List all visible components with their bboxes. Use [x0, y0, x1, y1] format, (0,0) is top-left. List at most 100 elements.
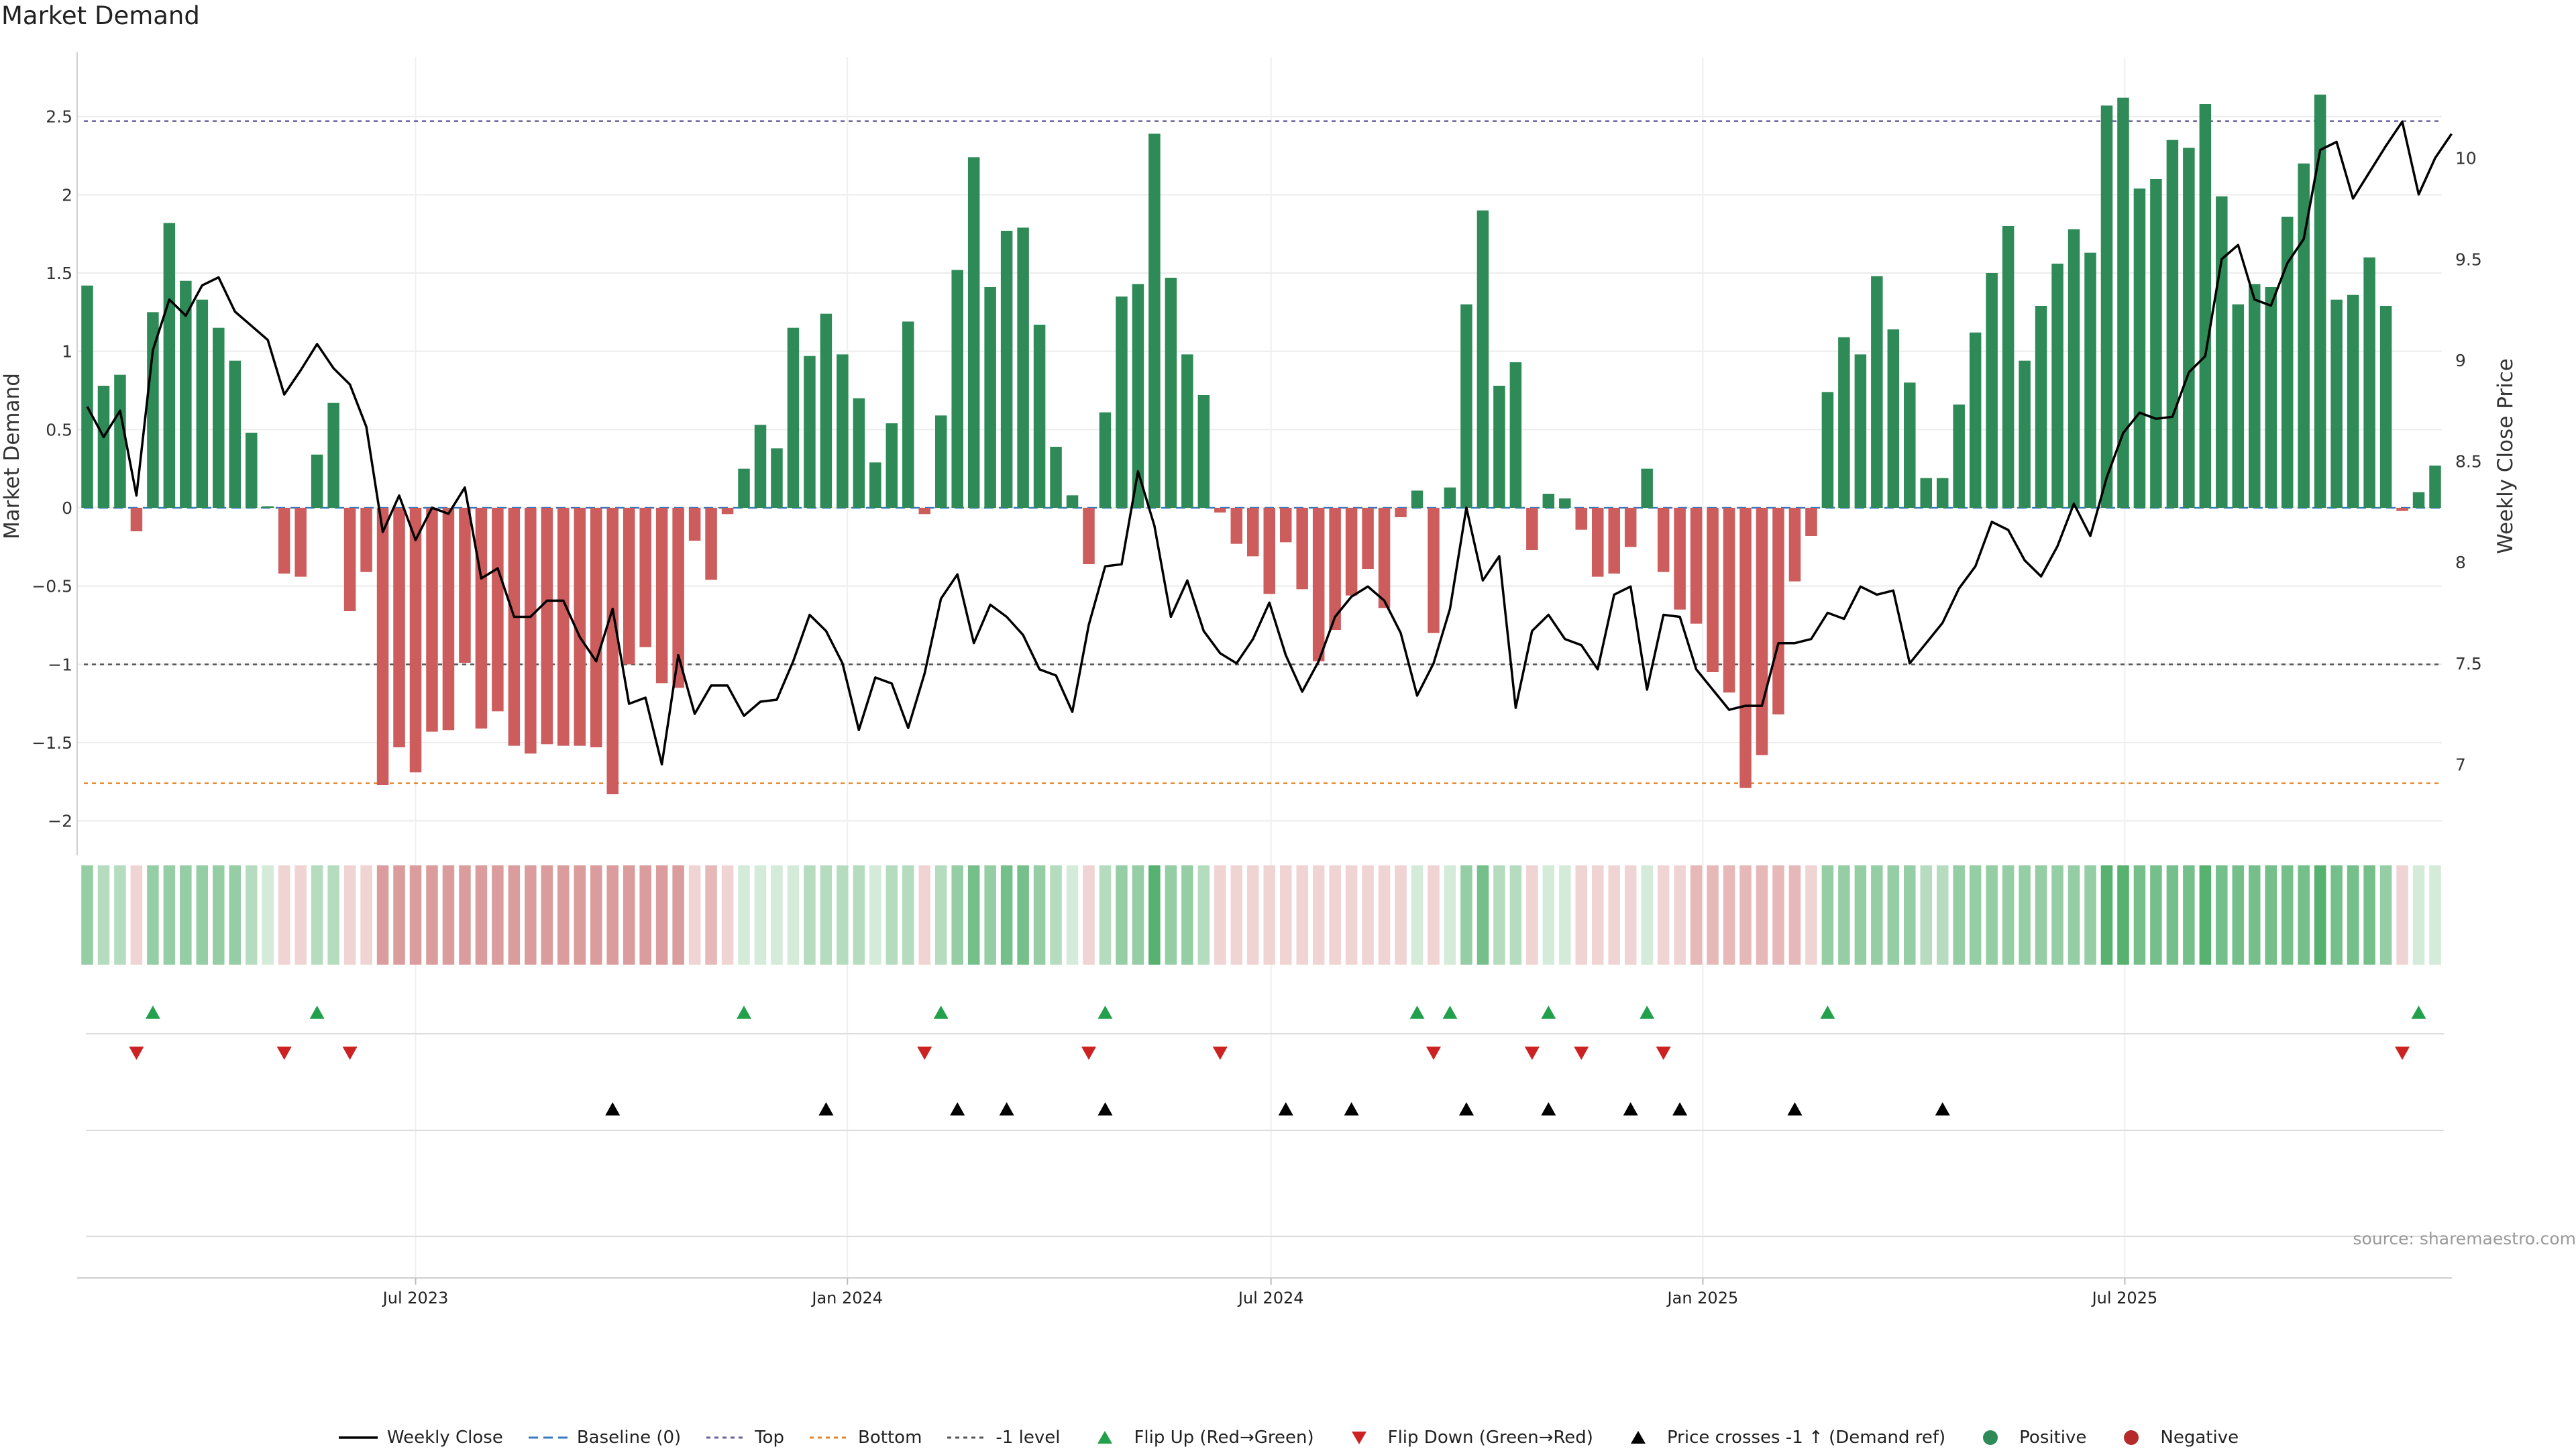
strip-cell: [2265, 865, 2277, 965]
strip-cell: [492, 865, 504, 965]
demand-bar: [2216, 196, 2228, 508]
flip-up-marker: [1442, 1006, 1458, 1019]
demand-bar: [2412, 492, 2425, 508]
strip-cell: [1148, 865, 1161, 965]
flip-up-marker: [1541, 1006, 1556, 1019]
y2-tick-label: 7.5: [2455, 654, 2482, 674]
x-tick-label: Jan 2025: [1666, 1289, 1739, 1307]
demand-bar: [1165, 278, 1177, 508]
demand-bar: [1559, 498, 1571, 508]
legend-item-dot-pos: Positive: [1970, 1428, 2086, 1448]
price-cross-marker: [1344, 1102, 1359, 1116]
demand-bar: [278, 508, 290, 574]
demand-bar: [557, 508, 570, 746]
strip-cell: [2051, 865, 2063, 965]
demand-bar: [1838, 337, 1850, 508]
strip-cell: [1608, 865, 1620, 965]
demand-bar: [2019, 360, 2031, 508]
strip-cell: [820, 865, 833, 965]
x-tick-label: Jul 2025: [2091, 1289, 2158, 1307]
legend-item-marker-down: Flip Down (Green→Red): [1338, 1428, 1593, 1448]
strip-cell: [426, 865, 438, 965]
chart-title: Market Demand: [1, 1, 200, 30]
flip-down-marker: [1426, 1046, 1441, 1060]
legend-item-marker-up: Flip Up (Red→Green): [1084, 1428, 1314, 1448]
strip-cell: [1428, 865, 1440, 965]
demand-bar: [934, 415, 947, 508]
legend: Weekly Close Baseline (0) Top Bottom -1 leve…: [0, 1428, 2576, 1448]
strip-cell: [1509, 865, 1522, 965]
strip-cell: [2363, 865, 2375, 965]
strip-cell: [721, 865, 734, 965]
demand-bar: [606, 508, 619, 794]
demand-bar: [1378, 508, 1391, 608]
demand-bar: [1345, 508, 1358, 596]
demand-bar: [246, 433, 258, 508]
strip-cell: [97, 865, 110, 965]
price-cross-marker: [1097, 1102, 1113, 1116]
strip-cell: [1460, 865, 1472, 965]
flip-down-marker: [1212, 1046, 1228, 1060]
demand-bar: [442, 508, 455, 731]
demand-bar: [1033, 325, 1046, 508]
demand-bars: [81, 95, 2441, 794]
legend-item-marker-cross: Price crosses -1 ↑ (Demand ref): [1617, 1428, 1945, 1448]
demand-bar: [902, 321, 914, 508]
demand-bar: [2199, 104, 2212, 508]
flip-up-marker: [145, 1006, 160, 1019]
demand-bar: [1821, 392, 1834, 508]
demand-bar: [590, 508, 602, 747]
price-cross-marker: [1935, 1102, 1950, 1116]
demand-bar: [2265, 287, 2277, 508]
demand-bar: [81, 285, 93, 508]
source-credit: source: sharemaestro.com: [2353, 1229, 2576, 1248]
flip-down-marker: [1524, 1046, 1540, 1060]
strip-cell: [393, 865, 405, 965]
strip-cell: [1033, 865, 1046, 965]
strip-cell: [114, 865, 126, 965]
strip-cell: [1624, 865, 1637, 965]
demand-bar: [1936, 478, 1949, 508]
strip-cell: [1247, 865, 1259, 965]
demand-bar: [705, 508, 717, 580]
price-cross-marker: [818, 1102, 834, 1116]
legend-item-line-top: Top: [705, 1428, 784, 1448]
demand-bar: [574, 508, 586, 746]
strip-cell: [1674, 865, 1686, 965]
demand-bar: [1411, 490, 1424, 508]
demand-bar: [1395, 508, 1407, 517]
demand-bar: [525, 508, 537, 754]
demand-bar: [639, 508, 651, 647]
strip-cell: [1116, 865, 1128, 965]
demand-bar: [2314, 95, 2326, 508]
strip-cell: [1345, 865, 1358, 965]
demand-bar: [804, 356, 816, 508]
demand-bar: [2379, 306, 2392, 508]
demand-bar: [1000, 231, 1013, 508]
demand-bar: [541, 508, 553, 745]
strip-cell: [853, 865, 865, 965]
demand-bar: [1477, 210, 1489, 508]
strip-cell: [1838, 865, 1850, 965]
demand-bar: [1756, 508, 1768, 755]
strip-cell: [1477, 865, 1489, 965]
strip-cell: [475, 865, 488, 965]
demand-bar: [1263, 508, 1275, 594]
x-tick-label: Jul 2024: [1237, 1289, 1304, 1307]
strip-cell: [918, 865, 931, 965]
demand-bar: [1279, 508, 1292, 543]
y-tick-label: −2: [48, 812, 72, 831]
demand-bar: [853, 398, 865, 508]
demand-bar: [623, 508, 635, 665]
demand-bar: [2281, 217, 2294, 508]
demand-bar: [1739, 508, 1752, 788]
flip-up-marker: [1097, 1006, 1113, 1019]
legend-label: Top: [755, 1428, 785, 1448]
y-tick-label: 0: [62, 498, 72, 518]
demand-bar: [196, 299, 209, 508]
triangle-icon: [1084, 1428, 1126, 1448]
strip-cell: [541, 865, 553, 965]
y2-tick-label: 7: [2455, 755, 2466, 774]
y-tick-label: 0.5: [46, 420, 72, 439]
price-cross-marker: [605, 1102, 621, 1116]
